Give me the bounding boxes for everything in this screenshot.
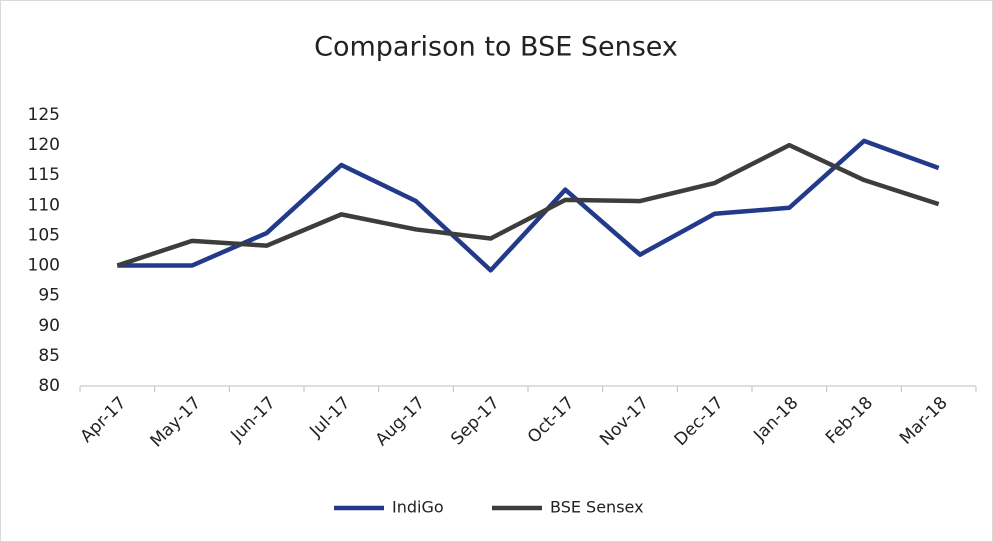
y-tick-label: 110 [28,195,60,215]
y-tick-label: 95 [38,286,60,306]
chart-title: Comparison to BSE Sensex [314,32,678,63]
y-tick-label: 100 [28,256,60,276]
y-tick-label: 85 [38,346,60,366]
series-line [116,142,940,268]
y-tick-label: 115 [28,165,60,185]
y-tick-label: 120 [28,135,60,155]
y-tick-label: 125 [28,105,60,125]
y-tick-label: 90 [38,316,60,336]
series-line [117,138,940,273]
y-tick-label: 80 [38,376,60,396]
legend-label: IndiGo [392,498,444,517]
y-tick-label: 105 [28,225,60,245]
legend-label: BSE Sensex [550,498,644,517]
